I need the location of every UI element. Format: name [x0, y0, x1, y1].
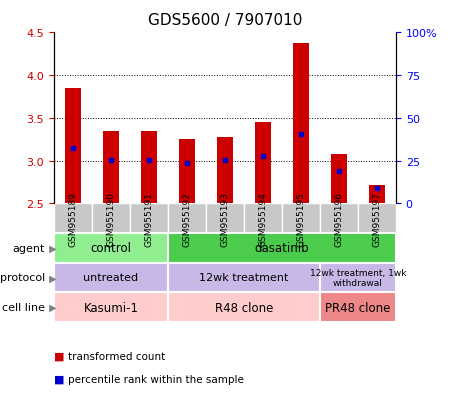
Text: protocol: protocol: [0, 273, 45, 283]
Title: GDS5600 / 7907010: GDS5600 / 7907010: [148, 13, 302, 28]
Bar: [320, 263, 396, 292]
Bar: [141, 131, 157, 204]
Text: 12wk treatment: 12wk treatment: [199, 273, 289, 283]
Bar: [358, 204, 396, 233]
Text: GSM955196: GSM955196: [334, 191, 343, 246]
Text: cell line: cell line: [2, 302, 45, 312]
Bar: [168, 204, 206, 233]
Bar: [168, 263, 320, 292]
Text: R48 clone: R48 clone: [215, 301, 273, 314]
Text: 12wk treatment, 1wk
withdrawal: 12wk treatment, 1wk withdrawal: [310, 268, 406, 287]
Text: GSM955193: GSM955193: [220, 191, 230, 246]
Text: ■: ■: [54, 351, 64, 361]
Bar: [331, 154, 346, 204]
Bar: [293, 44, 309, 204]
Bar: [217, 137, 233, 204]
Text: untreated: untreated: [83, 273, 139, 283]
Bar: [130, 204, 168, 233]
Text: control: control: [90, 242, 131, 255]
Bar: [65, 88, 81, 204]
Text: GSM955194: GSM955194: [258, 191, 267, 246]
Bar: [54, 292, 168, 322]
Bar: [320, 292, 396, 322]
Text: ■: ■: [54, 374, 64, 384]
Bar: [168, 233, 396, 263]
Text: GSM955192: GSM955192: [183, 191, 192, 246]
Bar: [206, 204, 244, 233]
Text: GSM955197: GSM955197: [373, 191, 382, 246]
Bar: [369, 185, 385, 204]
Text: GSM955189: GSM955189: [68, 191, 77, 246]
Bar: [92, 204, 130, 233]
Bar: [320, 204, 358, 233]
Bar: [256, 123, 270, 204]
Bar: [54, 233, 168, 263]
Bar: [54, 263, 168, 292]
Bar: [180, 140, 194, 204]
Bar: [244, 204, 282, 233]
Text: transformed count: transformed count: [68, 351, 165, 361]
Text: GSM955195: GSM955195: [297, 191, 306, 246]
Text: PR48 clone: PR48 clone: [325, 301, 391, 314]
Text: GSM955190: GSM955190: [107, 191, 116, 246]
Bar: [54, 204, 92, 233]
Text: ▶: ▶: [46, 302, 57, 312]
Bar: [282, 204, 320, 233]
Bar: [104, 131, 119, 204]
Text: GSM955191: GSM955191: [144, 191, 153, 246]
Text: percentile rank within the sample: percentile rank within the sample: [68, 374, 243, 384]
Text: ▶: ▶: [46, 243, 57, 253]
Bar: [168, 292, 320, 322]
Text: dasatinib: dasatinib: [255, 242, 309, 255]
Text: ▶: ▶: [46, 273, 57, 283]
Text: Kasumi-1: Kasumi-1: [84, 301, 139, 314]
Text: agent: agent: [13, 243, 45, 253]
